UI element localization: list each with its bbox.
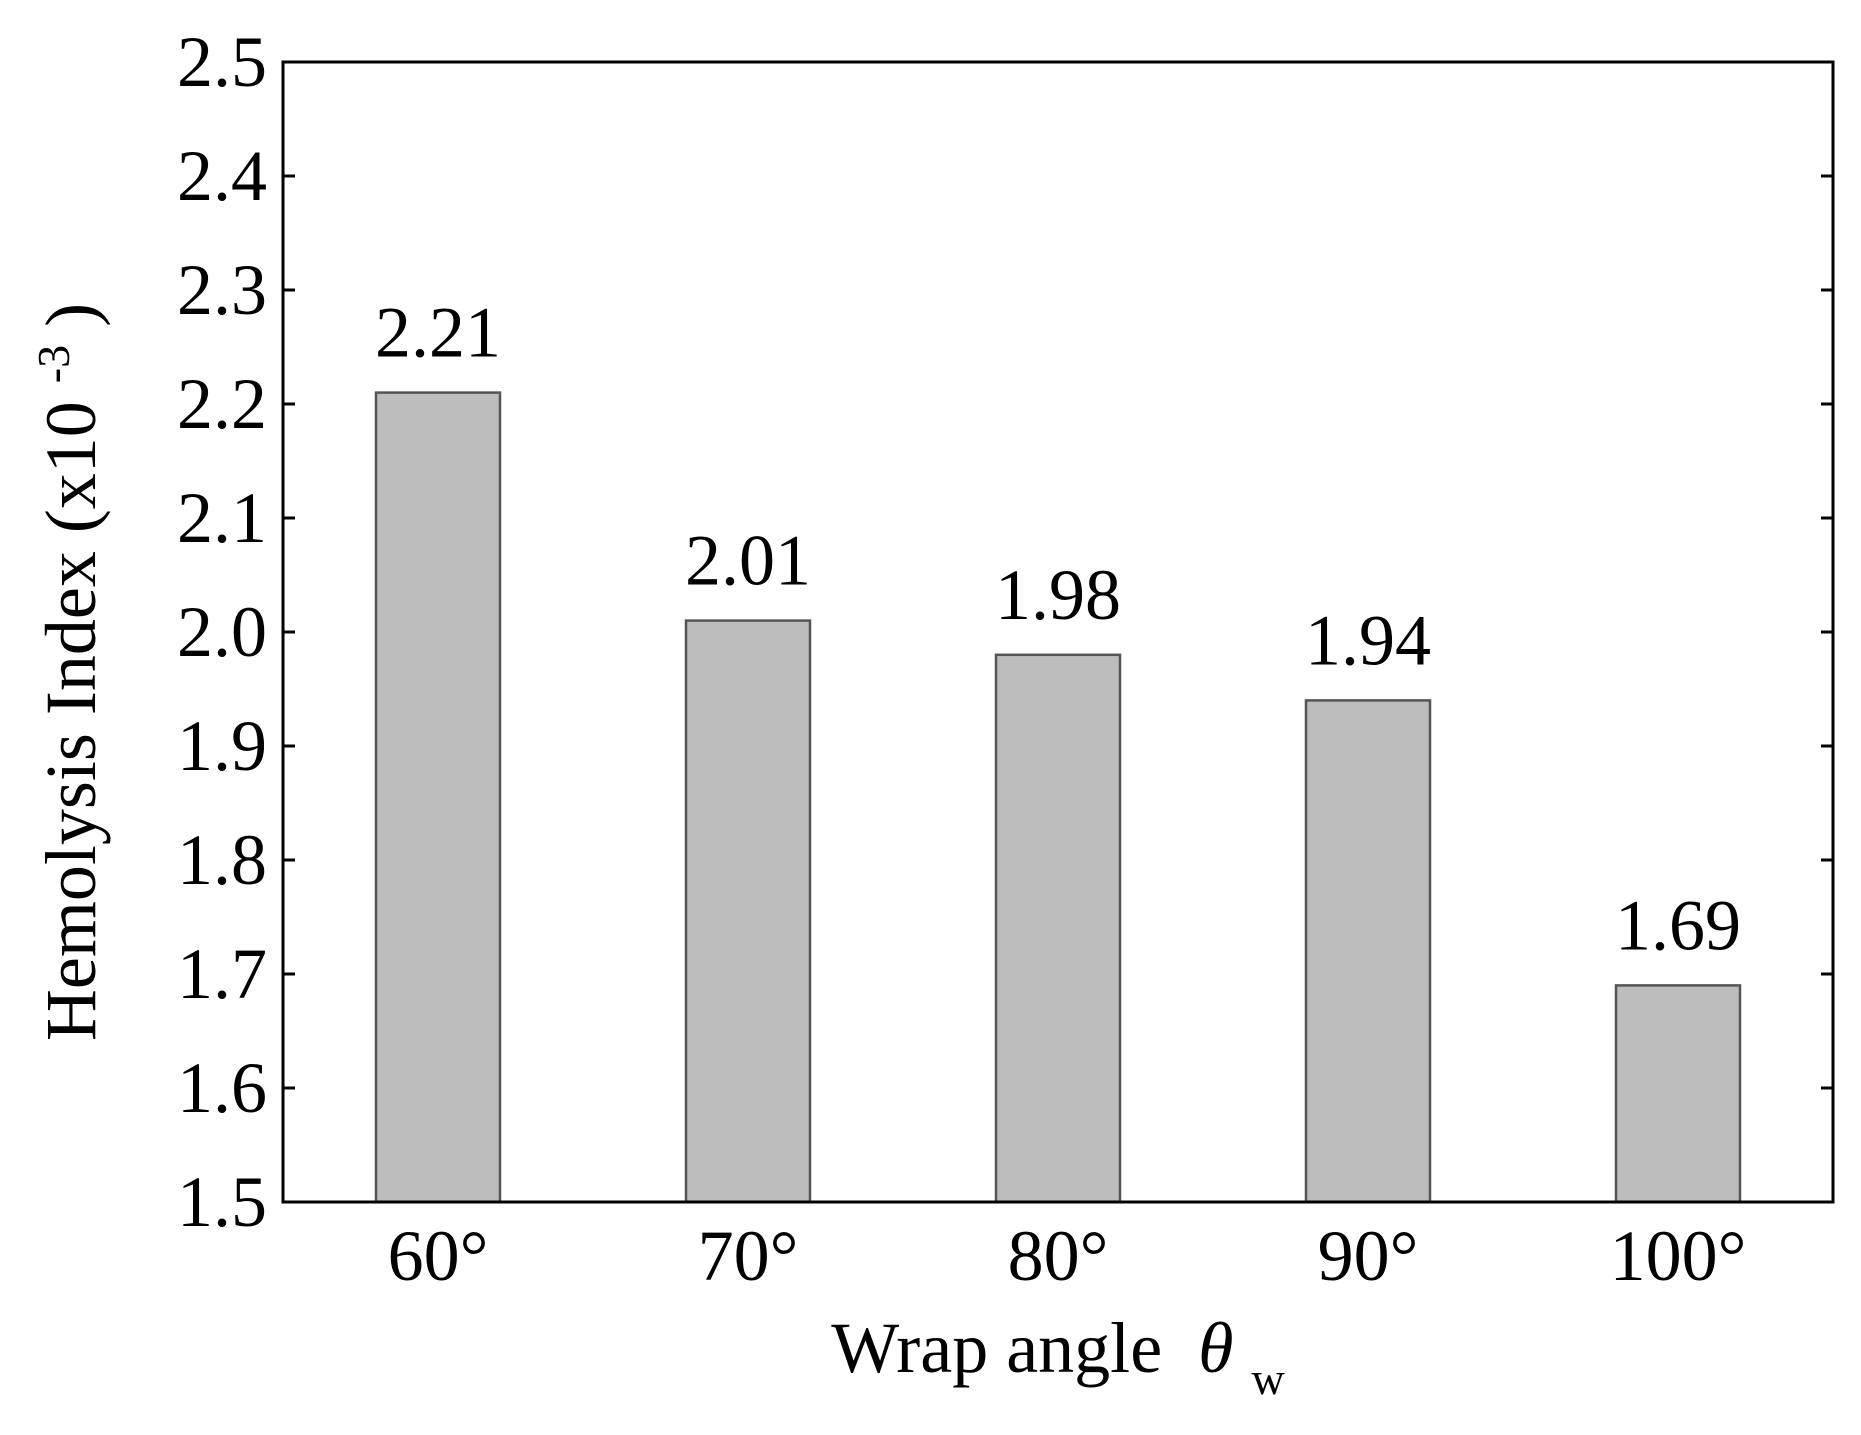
x-ticks-layer: 60° 70° 80° 90° 100° xyxy=(388,1216,1747,1296)
bar-100° xyxy=(1614,984,1742,1204)
bars-layer xyxy=(374,391,1742,1204)
y-tick-label-1.8: 1.8 xyxy=(177,820,267,900)
y-ticks-layer: 1.5 1.6 1.7 1.8 1.9 2.0 2.1 2.2 2.3 2.4 2.5 xyxy=(177,22,1833,1242)
data-label-80°: 1.98 xyxy=(995,555,1121,635)
y-tick-label-2.5: 2.5 xyxy=(177,22,267,102)
y-axis-label: Hemolysis Index (x10 -3 ) xyxy=(5,303,111,1041)
x-axis-label-text: Wrap angle xyxy=(831,1308,1162,1388)
x-tick-label-100°: 100° xyxy=(1610,1216,1747,1296)
x-tick-label-80°: 80° xyxy=(1008,1216,1109,1296)
data-label-100°: 1.69 xyxy=(1615,885,1741,965)
bar-70° xyxy=(684,619,812,1204)
y-tick-label-2.1: 2.1 xyxy=(177,478,267,558)
x-tick-label-70°: 70° xyxy=(698,1216,799,1296)
y-axis-label-suffix: ) xyxy=(31,303,111,327)
x-tick-label-60°: 60° xyxy=(388,1216,489,1296)
plot-frame xyxy=(281,60,1835,1204)
bar-60° xyxy=(374,391,502,1204)
x-axis-label: Wrap angle θ w xyxy=(831,1308,1285,1404)
y-tick-label-2.3: 2.3 xyxy=(177,250,267,330)
y-tick-label-2.0: 2.0 xyxy=(177,592,267,672)
y-axis-label-superscript: -3 xyxy=(28,345,79,383)
x-axis-label-symbol: θ xyxy=(1198,1308,1233,1388)
data-labels-layer: 2.21 2.01 1.98 1.94 1.69 xyxy=(375,293,1741,966)
y-tick-label-2.4: 2.4 xyxy=(177,136,267,216)
data-label-60°: 2.21 xyxy=(375,293,501,373)
y-tick-label-1.5: 1.5 xyxy=(177,1162,267,1242)
y-tick-label-2.2: 2.2 xyxy=(177,364,267,444)
bar-80° xyxy=(994,653,1122,1204)
y-tick-label-1.6: 1.6 xyxy=(177,1048,267,1128)
y-axis-label-text: Hemolysis Index (x10 xyxy=(31,401,111,1041)
data-label-70°: 2.01 xyxy=(685,521,811,601)
x-axis-label-subscript: w xyxy=(1252,1353,1286,1404)
data-label-90°: 1.94 xyxy=(1305,600,1431,680)
y-tick-label-1.9: 1.9 xyxy=(177,706,267,786)
y-tick-label-1.7: 1.7 xyxy=(177,934,267,1014)
bar-90° xyxy=(1304,699,1432,1204)
x-tick-label-90°: 90° xyxy=(1318,1216,1419,1296)
